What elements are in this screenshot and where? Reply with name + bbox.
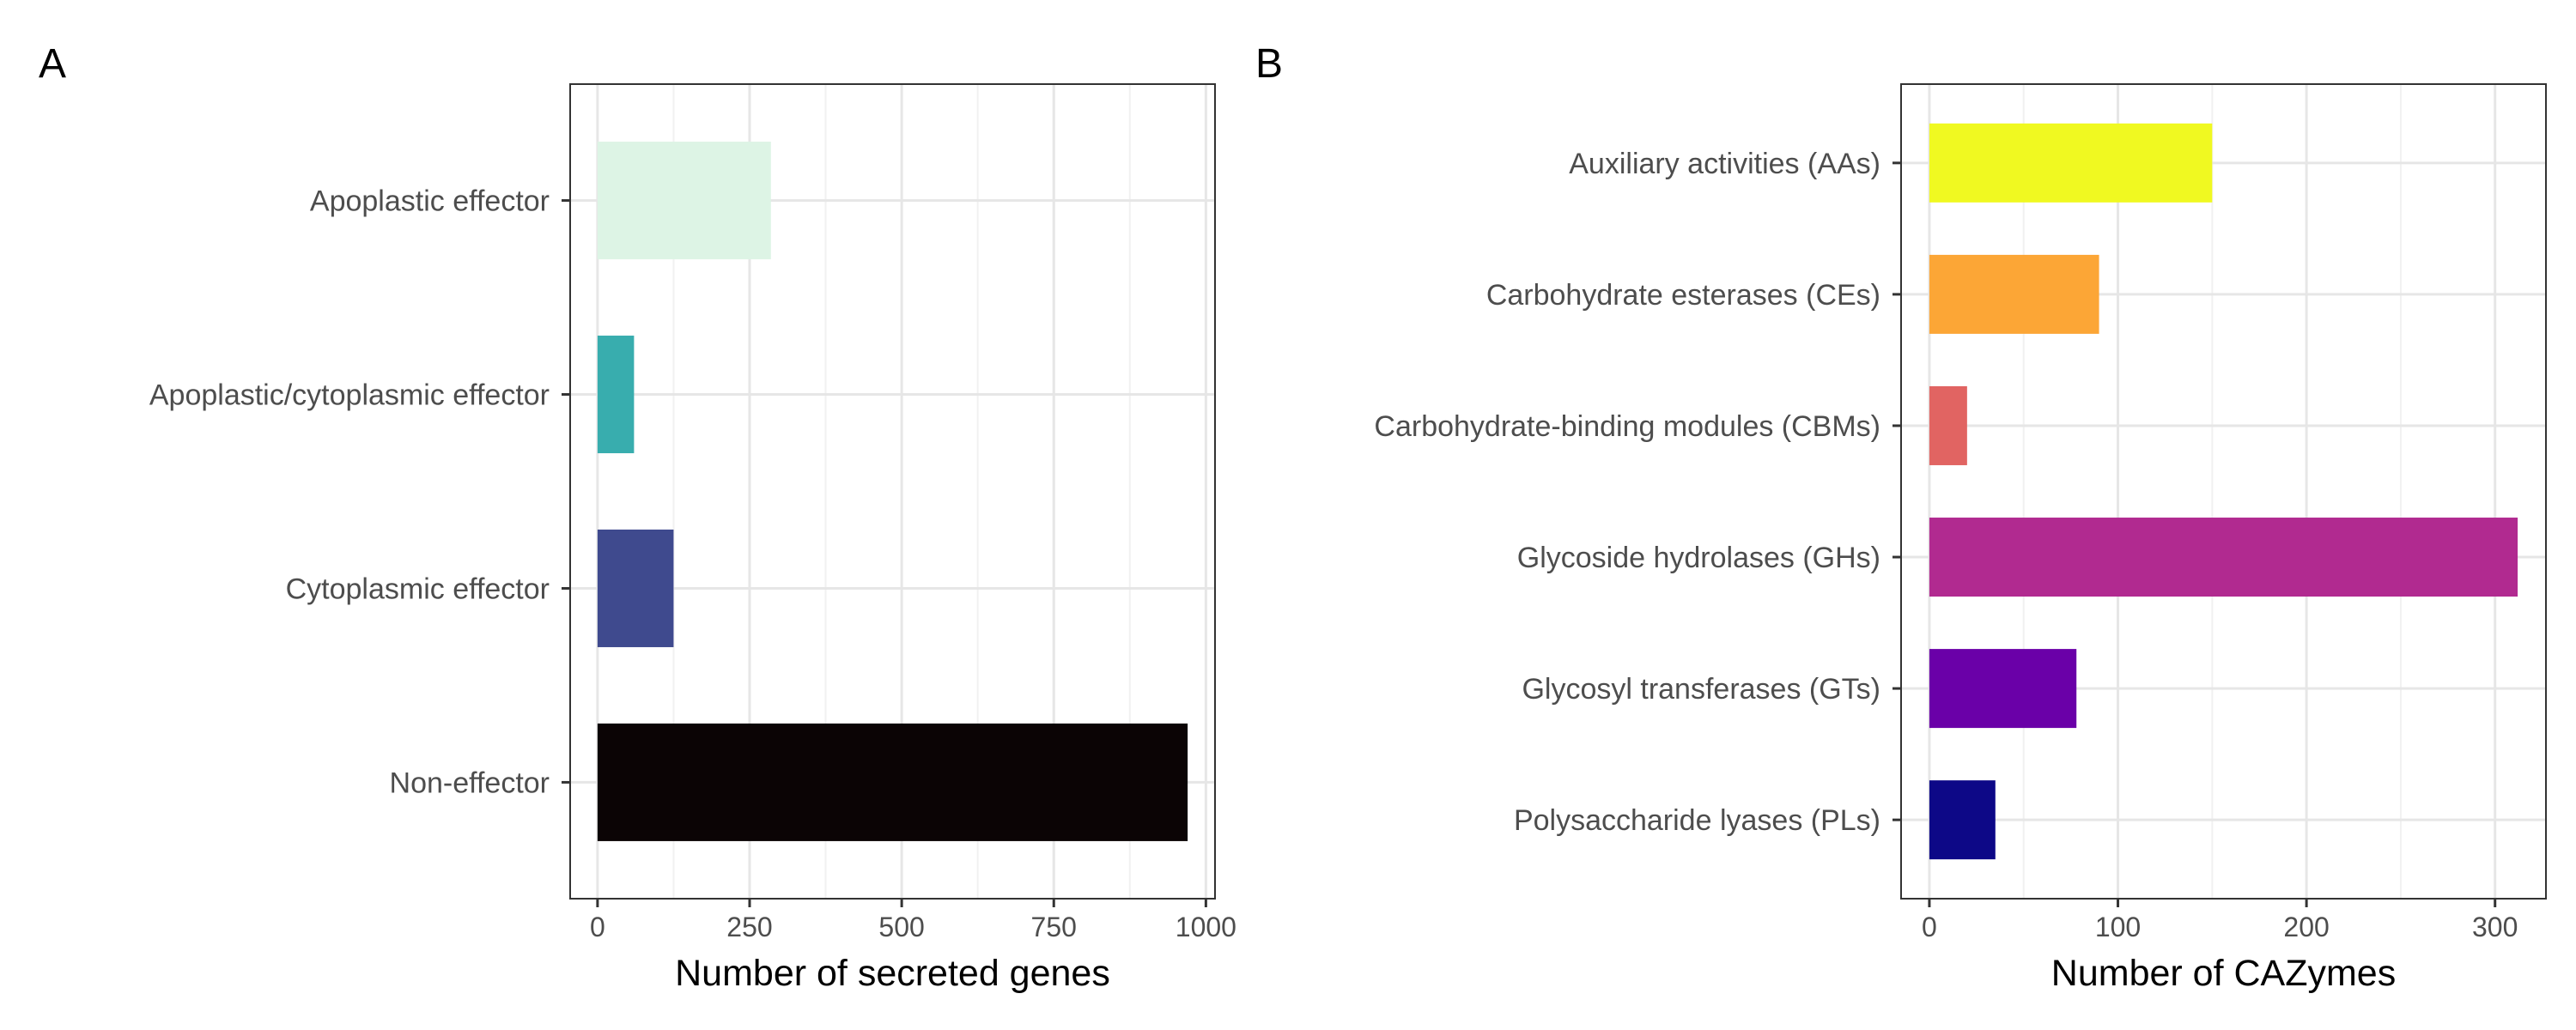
panel-b: B Auxiliary activities (AAs) Carbohydrate…	[1255, 41, 2547, 994]
bar	[1929, 254, 2099, 334]
panel-a: A Apoplastic effector Apoplastic/cytoplas…	[39, 41, 1236, 994]
bar	[597, 142, 771, 260]
bar	[1929, 518, 2518, 597]
category-label: Carbohydrate esterases (CEs)	[1486, 279, 1880, 312]
category-label: Polysaccharide lyases (PLs)	[1514, 804, 1880, 837]
category-label: Glycoside hydrolases (GHs)	[1517, 542, 1880, 574]
x-tick-label: 200	[2283, 912, 2329, 942]
category-label: Non-effector	[390, 766, 550, 799]
bar	[1929, 385, 1967, 465]
x-axis-title: Number of secreted genes	[675, 953, 1110, 994]
panel-b-letter: B	[1255, 41, 1283, 87]
x-tick-label: 250	[726, 912, 772, 942]
panel-border	[569, 83, 1216, 900]
panel-a-letter: A	[39, 41, 66, 87]
x-tick-label: 0	[1922, 912, 1937, 942]
category-label: Cytoplasmic effector	[286, 573, 550, 605]
x-tick-label: 750	[1031, 912, 1077, 942]
x-tick-label: 0	[590, 912, 605, 942]
category-label: Apoplastic effector	[310, 185, 550, 218]
bar	[1929, 123, 2213, 203]
bar	[1929, 780, 1996, 860]
panel-border	[1900, 83, 2547, 900]
bar	[597, 529, 674, 647]
x-tick-label: 1000	[1176, 912, 1236, 942]
x-tick-label: 300	[2472, 912, 2518, 942]
bar	[1929, 649, 2077, 729]
x-tick-label: 500	[878, 912, 924, 942]
bar	[597, 336, 635, 454]
category-label: Carbohydrate-binding modules (CBMs)	[1374, 410, 1880, 443]
x-tick-label: 100	[2095, 912, 2141, 942]
category-label: Auxiliary activities (AAs)	[1569, 148, 1880, 180]
x-axis-title: Number of CAZymes	[2051, 953, 2396, 994]
category-label: Glycosyl transferases (GTs)	[1522, 673, 1880, 706]
category-label: Apoplastic/cytoplasmic effector	[149, 379, 550, 412]
bar	[597, 723, 1188, 841]
